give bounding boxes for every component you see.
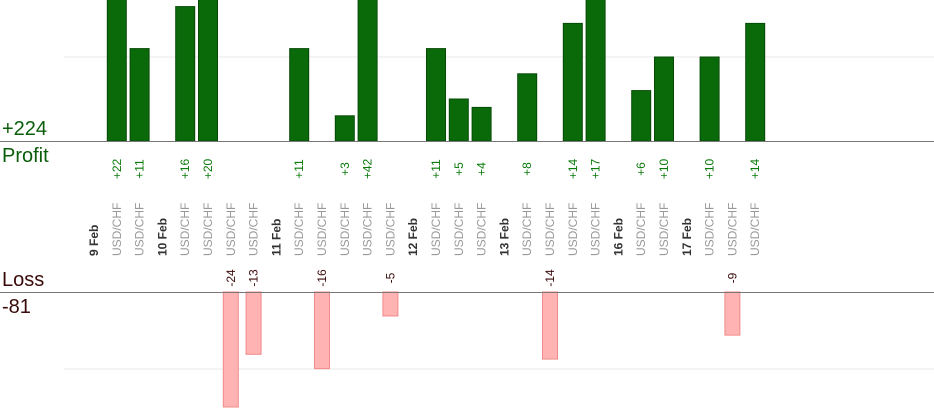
pair-label: USD/CHF — [338, 203, 352, 256]
pair-label: USD/CHF — [383, 203, 397, 256]
loss-bars — [222, 291, 741, 408]
loss-bar — [724, 291, 741, 336]
date-label: 16 Feb — [611, 218, 625, 256]
profit-value-label: +4 — [475, 162, 489, 176]
loss-total: -81 — [2, 296, 31, 318]
profit-bar — [129, 48, 150, 142]
profit-bar — [175, 6, 196, 142]
loss-value-label: -9 — [725, 272, 739, 283]
profit-bar — [289, 48, 310, 142]
profit-value-label: +42 — [361, 158, 375, 179]
profit-bar — [334, 115, 355, 142]
profit-bar — [585, 0, 606, 142]
profit-value-label: +3 — [338, 162, 352, 176]
profit-bar — [517, 73, 538, 142]
date-label: 11 Feb — [269, 219, 283, 256]
profit-value-label: +10 — [657, 158, 671, 179]
date-label: 17 Feb — [680, 218, 694, 256]
date-label: 10 Feb — [155, 218, 169, 256]
profit-value-label: +11 — [429, 159, 443, 179]
loss-label: Loss — [2, 269, 45, 291]
loss-bar — [245, 291, 262, 355]
pair-label: USD/CHF — [634, 203, 648, 256]
loss-value-label: -13 — [247, 269, 261, 287]
pair-label: USD/CHF — [224, 203, 238, 256]
profit-value-label: +5 — [452, 162, 466, 176]
profit-value-label: +17 — [589, 158, 603, 179]
bar-labels: 9 Feb USD/CHF +22 USD/CHF +11 10 Feb USD/CHF +1… — [87, 158, 762, 286]
profit-bar — [426, 48, 446, 142]
loss-bar — [542, 291, 558, 360]
date-label: 13 Feb — [497, 218, 511, 256]
axes — [0, 141, 934, 293]
profit-bar — [745, 22, 766, 142]
profit-bar — [562, 22, 583, 142]
pair-label: USD/CHF — [110, 203, 124, 256]
profit-bar — [631, 90, 652, 142]
profit-bar — [198, 0, 218, 142]
pair-label: USD/CHF — [315, 203, 329, 256]
profit-value-label: +14 — [748, 158, 762, 179]
profit-bar — [448, 98, 469, 142]
pair-label: USD/CHF — [452, 203, 466, 256]
loss-bar — [382, 291, 399, 317]
profit-bars — [106, 0, 766, 142]
profit-value-label: +11 — [133, 159, 147, 179]
loss-bar — [222, 291, 239, 408]
profit-bar — [699, 56, 720, 142]
pair-label: USD/CHF — [589, 203, 603, 256]
profit-bar — [471, 106, 492, 142]
profit-bar — [357, 0, 378, 142]
profit-value-label: +10 — [703, 158, 717, 179]
pair-label: USD/CHF — [520, 203, 534, 256]
date-label: 12 Feb — [406, 218, 420, 256]
loss-bar — [314, 291, 330, 370]
pair-label: USD/CHF — [429, 203, 443, 256]
pair-label: USD/CHF — [543, 203, 557, 256]
profit-value-label: +14 — [566, 158, 580, 179]
profit-total: +224 — [2, 118, 48, 140]
profit-value-label: +20 — [201, 158, 215, 179]
profit-value-label: +16 — [178, 158, 192, 179]
pair-label: USD/CHF — [566, 203, 580, 256]
date-label: 9 Feb — [87, 225, 101, 256]
pair-label: USD/CHF — [247, 203, 261, 256]
profit-label: Profit — [2, 145, 49, 167]
loss-value-label: -16 — [315, 269, 329, 287]
profit-value-label: +6 — [634, 162, 648, 176]
loss-value-label: -5 — [383, 272, 397, 283]
pair-label: USD/CHF — [703, 203, 717, 256]
pair-label: USD/CHF — [361, 203, 375, 256]
pair-label: USD/CHF — [178, 203, 192, 256]
pair-label: USD/CHF — [201, 203, 215, 256]
profit-value-label: +22 — [110, 158, 124, 179]
profit-bar — [654, 56, 674, 142]
pair-label: USD/CHF — [475, 203, 489, 256]
pair-label: USD/CHF — [292, 203, 306, 256]
profit-value-label: +11 — [292, 159, 306, 179]
pair-label: USD/CHF — [748, 203, 762, 256]
pair-label: USD/CHF — [725, 203, 739, 256]
profit-value-label: +8 — [520, 162, 534, 176]
pair-label: USD/CHF — [133, 203, 147, 256]
loss-value-label: -14 — [543, 269, 557, 287]
profit-bar — [106, 0, 127, 142]
loss-value-label: -24 — [224, 269, 238, 287]
pair-label: USD/CHF — [657, 203, 671, 256]
